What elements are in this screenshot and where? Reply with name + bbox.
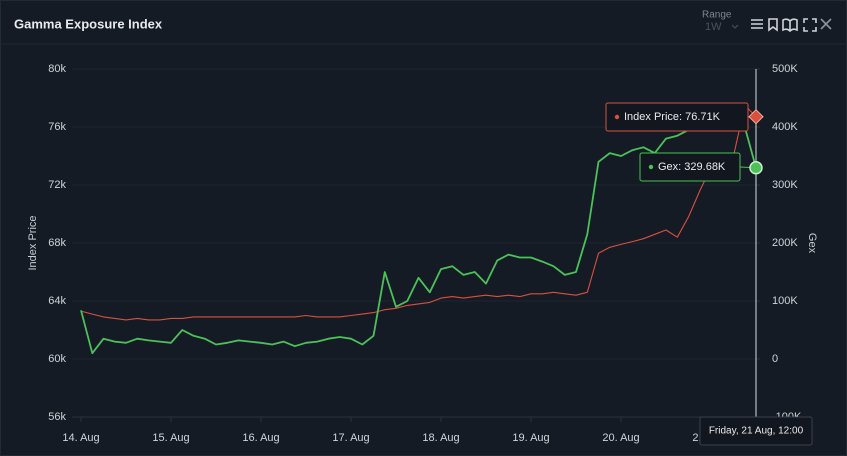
y-tick-label: 56k [48, 411, 66, 423]
y2-axis-title: Gex [806, 233, 818, 254]
x-tick-label: 15. Aug [152, 432, 189, 444]
y2-tick-label: 500K [772, 63, 798, 75]
y-axis-title: Index Price [27, 215, 39, 270]
close-icon[interactable] [820, 18, 832, 30]
point-marker [749, 161, 763, 175]
range-label: Range [702, 10, 732, 21]
x-tick-label: 20. Aug [602, 432, 639, 444]
range-caret[interactable] [731, 24, 739, 29]
menu-icon[interactable] [751, 19, 763, 29]
date-tooltip-box [699, 416, 813, 446]
y2-tick-label: 200K [772, 237, 798, 249]
y2-tick-label: 300K [772, 179, 798, 191]
x-tick-label: 17. Aug [332, 432, 369, 444]
y-tick-label: 60k [48, 353, 66, 365]
x-tick-label: 14. Aug [62, 432, 99, 444]
date-tooltip-text: Friday, 21 Aug, 12:00 [709, 426, 804, 437]
series-line [80, 104, 757, 321]
overlay: Index Price: 76.71K Gex: 329.68K Friday, 2… [605, 69, 813, 446]
x-tick-label: 19. Aug [512, 432, 549, 444]
grid: 56k60k64k68k72k76k80k-100K0100K200K300K4… [48, 63, 802, 444]
y2-tick-label: 400K [772, 121, 798, 133]
tooltip-text: Index Price: 76.71K [624, 111, 721, 123]
y-tick-label: 80k [48, 63, 66, 75]
toolbar [751, 18, 832, 33]
y2-tick-label: 100K [772, 295, 798, 307]
point-marker [748, 108, 764, 125]
series-line [80, 108, 757, 355]
x-tick-label: 16. Aug [242, 432, 279, 444]
fullscreen-icon[interactable] [803, 18, 817, 32]
y-tick-label: 76k [48, 121, 66, 133]
bookmark-icon[interactable] [768, 18, 778, 32]
tooltip-dot [648, 164, 654, 170]
y-tick-label: 72k [48, 179, 66, 191]
range-value[interactable]: 1W [705, 21, 722, 33]
chart-title: Gamma Exposure Index [14, 16, 163, 31]
tooltip-dot [614, 114, 620, 120]
y-tick-label: 68k [48, 237, 66, 249]
x-tick-label: 18. Aug [422, 432, 459, 444]
book-icon[interactable] [782, 18, 798, 33]
tooltip-text: Gex: 329.68K [658, 161, 726, 173]
plot [80, 104, 757, 355]
y-tick-label: 64k [48, 295, 66, 307]
y2-tick-label: 0 [772, 353, 778, 365]
